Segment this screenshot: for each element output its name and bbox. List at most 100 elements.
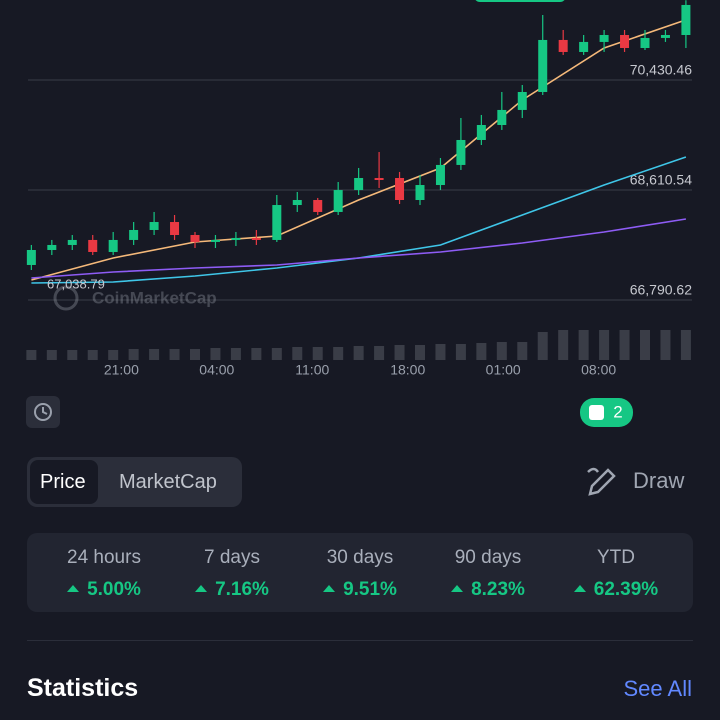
candle-body [558,39,568,52]
volume-bar [128,349,139,360]
watermark-text: CoinMarketCap [92,288,217,307]
history-icon [34,403,52,421]
candle-body [660,34,670,38]
candle-body [456,139,466,165]
candle-body [26,249,36,265]
see-all-link[interactable]: See All [623,676,693,701]
volume-bar [190,349,200,360]
candle-body [395,178,405,201]
volume-bar [87,350,98,360]
up-arrow [451,585,464,592]
up-arrow [323,585,336,592]
candle-body [190,235,200,242]
change-value: 62.39% [593,579,659,600]
x-tick-label: 11:00 [295,362,329,378]
up-arrow [195,585,208,592]
volume-bar [169,349,180,360]
toggle-marketcap[interactable]: MarketCap [119,471,217,493]
volume-bar [292,347,303,360]
volume-bar [619,330,630,360]
period-change: 8.23% [424,579,552,601]
candle-body [149,222,159,230]
volume-bar [394,345,405,360]
change-value: 5.00% [87,579,141,600]
period-label: 7 days [204,547,260,568]
toggle-selected [30,460,98,504]
candle-body [476,124,486,140]
x-tick-label: 04:00 [199,362,234,378]
volume-bar [476,343,487,360]
period-change: 62.39% [552,579,680,601]
candle-body [47,244,57,250]
performance-item: 30 days 9.51% [296,533,424,601]
y-tick-label: 70,430.46 [630,62,692,78]
volume-bar [210,348,221,360]
candle-body [231,237,241,240]
candle-body [538,39,548,92]
volume-bar [578,330,589,360]
volume-bar [271,348,282,360]
volume-bar [599,330,610,360]
ma-line [31,218,687,279]
volume-bar [46,350,57,360]
volume-bar [496,342,507,360]
price-tag [475,0,565,2]
change-value: 9.51% [343,579,397,600]
x-tick-label: 21:00 [104,362,139,378]
candle-body [599,34,609,42]
candle-body [88,239,98,252]
candle-body [333,190,343,212]
draw-button[interactable]: Draw [633,468,685,493]
performance-item: 7 days 7.16% [168,533,296,601]
volume-bar [333,347,344,360]
candle-body [435,164,445,186]
candle-body [497,109,507,125]
y-tick-label: 68,610.54 [630,172,692,188]
performance-item: 90 days 8.23% [424,533,552,601]
candle-body [579,41,589,52]
candle-body [517,91,527,110]
draw-icon[interactable] [582,462,622,502]
period-label: 24 hours [67,547,141,568]
candle-body [415,185,425,201]
up-arrow [573,585,586,592]
volume-bar [537,332,548,360]
candle-body [129,229,139,240]
volume-bar [415,345,425,360]
performance-card: 24 hours 5.00% 7 days 7.16% 30 days 9.51% 90 d… [27,533,693,612]
period-change: 5.00% [40,579,168,601]
candle-body [292,200,302,206]
chart: 2 66,790.62 68,610.54 70,430.46 CoinMarketC… [26,0,692,428]
volume-bar [26,350,37,360]
period-label: YTD [597,547,635,568]
notes-badge[interactable] [580,398,633,427]
volume-bar [640,330,650,360]
volume-bar [353,346,364,360]
volume-bar [312,347,323,360]
x-tick-label: 01:00 [486,362,521,378]
period-change: 7.16% [168,579,296,601]
x-tick-label: 18:00 [390,362,425,378]
section-title: Statistics [27,674,139,702]
candle-body [170,222,180,236]
candle-body [354,178,364,191]
period-label: 90 days [454,547,522,568]
volume-bar [558,330,569,360]
performance-item: YTD 62.39% [552,533,680,601]
history-icon-hands [42,407,48,415]
notes-count: 2 [613,402,622,421]
period-change: 9.51% [296,579,424,601]
performance-item: 24 hours 5.00% [40,533,168,601]
notes-icon [589,405,604,420]
y-tick-label: 66,790.62 [630,282,692,298]
volume-bar [660,330,671,360]
candle-body [67,239,77,245]
volume-bar [455,344,466,360]
candle-body [108,239,118,252]
volume-bar [517,342,528,360]
toggle-price[interactable]: Price [40,471,86,493]
change-value: 7.16% [215,579,269,600]
volume-bar [435,344,446,360]
up-arrow [67,585,80,592]
